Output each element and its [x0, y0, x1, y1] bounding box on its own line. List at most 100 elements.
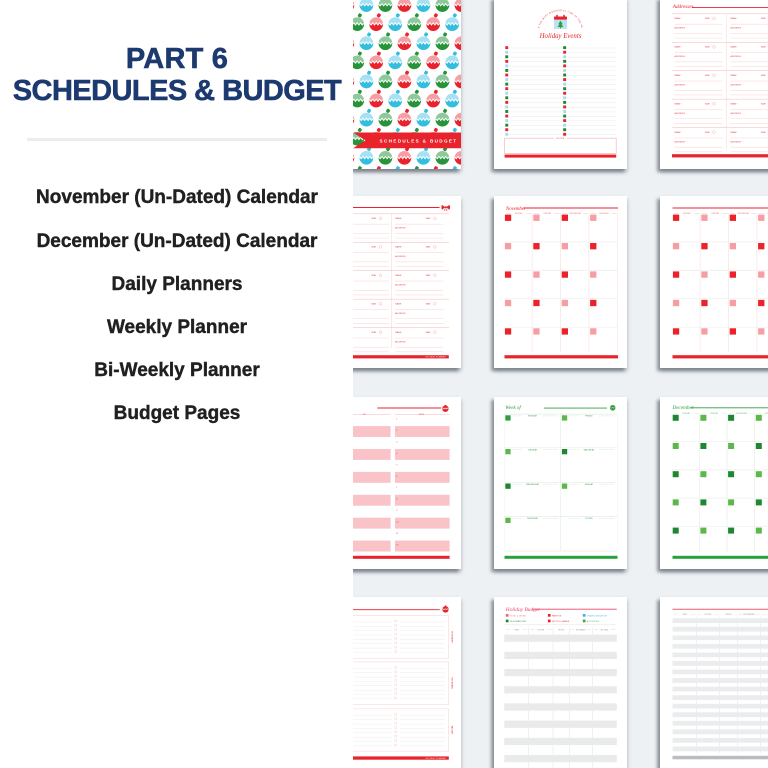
- svg-text:BDAY :: BDAY :: [372, 246, 378, 249]
- svg-text:BDAY :: BDAY :: [705, 131, 711, 134]
- svg-text:BDAY :: BDAY :: [372, 217, 378, 220]
- svg-text:BDAY :: BDAY :: [761, 17, 767, 20]
- svg-text:4: 4: [396, 453, 398, 455]
- svg-text:ADDRESS :: ADDRESS :: [675, 112, 687, 115]
- svg-text:ITEM: ITEM: [682, 614, 687, 616]
- svg-text:8: 8: [396, 499, 398, 501]
- svg-text:DECEMBER: DECEMBER: [450, 678, 452, 690]
- svg-text:TUESDAY: TUESDAY: [543, 212, 552, 215]
- svg-text:ITEM: ITEM: [514, 629, 519, 631]
- svg-text:ACTIVITIES: ACTIVITIES: [587, 620, 600, 623]
- svg-text:NOTES: NOTES: [557, 138, 565, 140]
- svg-text:12: 12: [396, 544, 399, 546]
- svg-text:ADDRESS :: ADDRESS :: [675, 27, 687, 30]
- svg-text:Holiday Budget: Holiday Budget: [505, 607, 540, 613]
- svg-text:NAME :: NAME :: [395, 246, 403, 249]
- svg-text:NOVEMBER: NOVEMBER: [450, 631, 452, 643]
- svg-text:SCHEDULES & BUDGET: SCHEDULES & BUDGET: [380, 138, 458, 143]
- svg-text:BDAY :: BDAY :: [372, 331, 378, 334]
- svg-text:BDAY :: BDAY :: [426, 303, 432, 306]
- svg-text:WEDNESDAY: WEDNESDAY: [526, 483, 540, 486]
- svg-text:TO :: TO :: [363, 414, 368, 416]
- svg-text:GIFTS & GAMES: GIFTS & GAMES: [552, 620, 570, 623]
- svg-text:December: December: [672, 405, 695, 411]
- svg-text:NAME :: NAME :: [395, 303, 403, 306]
- svg-text:STORE: STORE: [537, 629, 545, 631]
- svg-text:BDAY :: BDAY :: [426, 331, 432, 334]
- svg-text:BDAY :: BDAY :: [372, 303, 378, 306]
- svg-text:STORE: STORE: [704, 614, 712, 616]
- svg-text:NAME :: NAME :: [395, 217, 403, 220]
- svg-text:BDAY :: BDAY :: [426, 246, 432, 249]
- svg-text:2: 2: [396, 430, 398, 432]
- svg-text:ADDRESS :: ADDRESS :: [395, 340, 407, 343]
- svg-text:5: 5: [396, 464, 398, 466]
- svg-text:MONDAY: MONDAY: [683, 212, 692, 215]
- svg-text:WEDNESDAY: WEDNESDAY: [570, 212, 582, 215]
- svg-text:NAME :: NAME :: [675, 74, 683, 77]
- svg-text:BDAY :: BDAY :: [426, 217, 432, 220]
- svg-text:BDAY :: BDAY :: [705, 46, 711, 49]
- svg-text:NAME :: NAME :: [675, 17, 683, 20]
- svg-text:NAME :: NAME :: [395, 331, 403, 334]
- svg-text:Addresses: Addresses: [672, 4, 694, 10]
- svg-text:NAME :: NAME :: [675, 46, 683, 49]
- svg-text:SUNDAY: SUNDAY: [585, 483, 594, 486]
- svg-text:SATURDAY: SATURDAY: [583, 448, 595, 451]
- svg-text:11: 11: [396, 533, 399, 535]
- svg-text:NAME :: NAME :: [675, 103, 683, 106]
- svg-text:BDAY :: BDAY :: [372, 274, 378, 277]
- svg-text:HOLIDAY PLANNER: HOLIDAY PLANNER: [426, 356, 447, 359]
- svg-text:NAME :: NAME :: [395, 274, 403, 277]
- svg-text:PARTIES: PARTIES: [552, 614, 562, 617]
- svg-text:ESTIMATED: ESTIMATED: [743, 613, 755, 616]
- svg-text:1: 1: [396, 419, 398, 421]
- svg-text:NAME :: NAME :: [731, 74, 739, 77]
- svg-text:ADDRESS :: ADDRESS :: [731, 55, 743, 58]
- svg-text:FRIDAY: FRIDAY: [585, 415, 593, 418]
- svg-text:ADDRESS :: ADDRESS :: [395, 312, 407, 315]
- svg-text:PRICE: PRICE: [725, 614, 732, 616]
- svg-text:IT'S THE MOST WONDERFUL TIME O: IT'S THE MOST WONDERFUL TIME OF THE YEAR: [494, 0, 583, 29]
- svg-text:BDAY :: BDAY :: [761, 131, 767, 134]
- svg-text:ADDRESS :: ADDRESS :: [731, 27, 743, 30]
- svg-text:TUESDAY: TUESDAY: [711, 212, 720, 215]
- svg-text:ESTIMATE: ESTIMATE: [576, 628, 587, 631]
- svg-text:NAME :: NAME :: [731, 46, 739, 49]
- svg-text:TUESDAY: TUESDAY: [528, 448, 538, 451]
- svg-text:JANUARY: JANUARY: [450, 725, 453, 735]
- svg-text:ADDRESS :: ADDRESS :: [731, 140, 743, 143]
- svg-text:ADDRESS :: ADDRESS :: [731, 84, 743, 87]
- svg-text:ADDRESS :: ADDRESS :: [675, 84, 687, 87]
- svg-text:November: November: [505, 207, 526, 212]
- svg-text:NAME :: NAME :: [731, 131, 739, 134]
- svg-text:9: 9: [396, 510, 398, 512]
- svg-text:MONDAY: MONDAY: [528, 415, 538, 418]
- svg-text:BDAY :: BDAY :: [705, 103, 711, 106]
- svg-text:6: 6: [396, 476, 398, 478]
- svg-text:ADDRESS :: ADDRESS :: [395, 284, 407, 287]
- svg-text:ADDRESS :: ADDRESS :: [675, 140, 687, 143]
- svg-text:HOLIDAY PLANNER: HOLIDAY PLANNER: [426, 757, 447, 760]
- svg-text:FOOD & DRINK: FOOD & DRINK: [510, 615, 527, 617]
- svg-text:Week of: Week of: [505, 406, 521, 411]
- svg-text:PRICE: PRICE: [558, 629, 565, 631]
- svg-text:MONDAY: MONDAY: [682, 412, 691, 415]
- svg-text:NAME :: NAME :: [675, 131, 683, 134]
- svg-text:THURSDAY: THURSDAY: [765, 412, 768, 415]
- svg-text:DECORATIONS: DECORATIONS: [510, 620, 527, 623]
- svg-text:10: 10: [396, 522, 399, 524]
- svg-text:ADDRESS :: ADDRESS :: [395, 227, 407, 230]
- svg-text:NAME :: NAME :: [731, 17, 739, 20]
- svg-text:ADDRESS :: ADDRESS :: [675, 55, 687, 58]
- svg-text:BDAY :: BDAY :: [705, 74, 711, 77]
- svg-text:7: 7: [396, 487, 398, 489]
- svg-text:BDAY :: BDAY :: [761, 74, 767, 77]
- svg-text:THURSDAY: THURSDAY: [599, 212, 610, 215]
- svg-text:MONDAY: MONDAY: [515, 212, 524, 215]
- svg-text:BDAY :: BDAY :: [426, 274, 432, 277]
- svg-text:TUESDAY: TUESDAY: [710, 412, 719, 415]
- svg-text:NOTES: NOTES: [585, 518, 593, 520]
- svg-text:WEDNESDAY: WEDNESDAY: [738, 212, 750, 215]
- svg-text:NAME :: NAME :: [731, 103, 739, 106]
